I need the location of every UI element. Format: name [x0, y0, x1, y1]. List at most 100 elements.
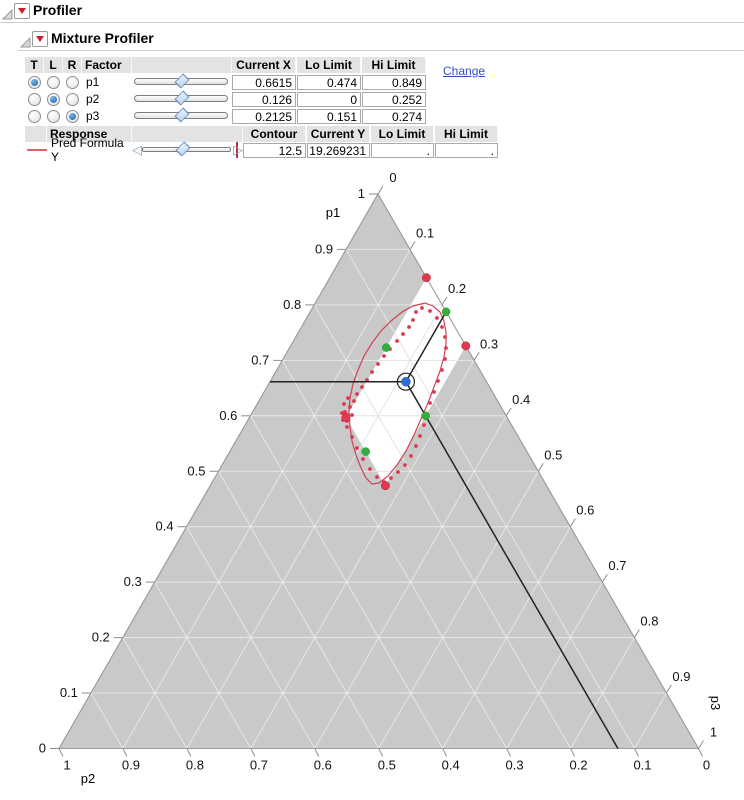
hi-limit-cell-p1[interactable]: 0.849: [362, 74, 426, 90]
svg-text:0.2: 0.2: [448, 281, 466, 296]
factor-slider-p3[interactable]: [132, 107, 232, 124]
response-lo-limit-cell[interactable]: .: [371, 142, 434, 158]
current-point-marker[interactable]: [396, 372, 415, 391]
svg-text:0: 0: [703, 758, 710, 773]
response-row: Pred Formula Y ◁ ▷ 12.5 19.269231 . .: [25, 136, 498, 164]
col-header-resp-hi-limit: Hi Limit: [435, 126, 498, 142]
col-header-hi-limit: Hi Limit: [362, 57, 426, 73]
midpoint-dots: [361, 307, 451, 456]
red-triangle-icon: [18, 8, 26, 14]
hi-limit-cell-p2[interactable]: 0.252: [362, 91, 426, 107]
lo-limit-cell-p1[interactable]: 0.474: [297, 74, 361, 90]
svg-text:0.2: 0.2: [570, 758, 588, 773]
svg-text:0: 0: [39, 741, 46, 756]
svg-text:0.6: 0.6: [576, 503, 594, 518]
disclosure-triangle-icon[interactable]: [19, 35, 31, 48]
svg-text:0.6: 0.6: [314, 758, 332, 773]
factor-name: p1: [86, 75, 100, 89]
red-triangle-icon: [36, 36, 44, 42]
col-header-t: T: [25, 57, 44, 73]
lo-limit-cell-p2[interactable]: 0: [297, 91, 361, 107]
radio-l-p2[interactable]: [47, 92, 60, 106]
red-triangle-menu-button[interactable]: [32, 31, 48, 47]
svg-text:1: 1: [63, 758, 70, 773]
col-header-slider: [132, 57, 232, 73]
svg-text:0.4: 0.4: [442, 758, 460, 773]
svg-text:p3: p3: [708, 696, 723, 710]
col-header-swatch: [25, 126, 47, 142]
radio-t-p2[interactable]: [28, 92, 41, 106]
axis-tick-labels: 0 0 0 0.1 0.1 0.1 0.2 0.2 0.2 0.3 0.3 0.3 0.4 0.4 0.4 0…: [39, 170, 717, 773]
radio-r-p1[interactable]: [66, 75, 79, 89]
factor-row-p2: p2 0.126 0 0.252: [25, 90, 426, 107]
change-limits-link[interactable]: Change: [443, 64, 486, 78]
col-header-factor: Factor: [82, 57, 132, 73]
col-header-current-x: Current X: [232, 57, 296, 73]
svg-text:1: 1: [710, 725, 717, 740]
response-table-header: Response Contour Current Y Lo Limit Hi L…: [25, 126, 498, 142]
response-hi-limit-cell[interactable]: .: [435, 142, 498, 158]
col-header-current-y: Current Y: [307, 126, 370, 142]
radio-t-p1[interactable]: [28, 75, 41, 89]
factor-slider-p2[interactable]: [132, 90, 232, 107]
col-header-response: Response: [47, 126, 132, 142]
contour-value-marker: [236, 142, 239, 158]
slider-right-arrow-icon[interactable]: ▷: [233, 142, 243, 157]
lo-limit-cell-p3[interactable]: 0.151: [297, 108, 361, 124]
svg-text:0.5: 0.5: [187, 463, 205, 478]
factor-table-header: T L R Factor Current X Lo Limit Hi Limit: [25, 57, 426, 73]
svg-text:0.1: 0.1: [416, 225, 434, 240]
vertex-dots: [341, 273, 471, 491]
svg-text:0.1: 0.1: [60, 685, 78, 700]
svg-text:1: 1: [358, 186, 365, 201]
current-x-cell-p2[interactable]: 0.126: [232, 91, 296, 107]
svg-text:0.1: 0.1: [633, 758, 651, 773]
svg-text:0.4: 0.4: [512, 392, 530, 407]
svg-text:0.2: 0.2: [92, 630, 110, 645]
svg-text:0.7: 0.7: [608, 558, 626, 573]
svg-text:0.9: 0.9: [672, 669, 690, 684]
svg-text:0.9: 0.9: [122, 758, 140, 773]
svg-text:0.7: 0.7: [250, 758, 268, 773]
crosshair-lines: [270, 311, 619, 749]
col-header-lo-limit: Lo Limit: [297, 57, 361, 73]
svg-text:0.8: 0.8: [186, 758, 204, 773]
slider-left-arrow-icon[interactable]: ◁: [132, 142, 142, 157]
response-name: Pred Formula Y: [51, 136, 124, 164]
axis-ticks: [50, 185, 704, 757]
col-header-resp-slider: [132, 126, 243, 142]
svg-text:0.3: 0.3: [480, 336, 498, 351]
factor-row-p1: p1 0.6615 0.474 0.849: [25, 73, 426, 90]
gridlines-gray: [90, 248, 667, 749]
red-triangle-menu-button[interactable]: [14, 3, 30, 19]
outline-title: Mixture Profiler: [51, 30, 154, 46]
current-y-cell[interactable]: 19.269231: [307, 142, 370, 158]
svg-text:0.8: 0.8: [283, 297, 301, 312]
factor-row-p3: p3 0.2125 0.151 0.274: [25, 107, 426, 124]
svg-text:0.5: 0.5: [378, 758, 396, 773]
current-x-cell-p1[interactable]: 0.6615: [232, 74, 296, 90]
contour-value-cell[interactable]: 12.5: [243, 142, 306, 158]
svg-text:0.7: 0.7: [251, 352, 269, 367]
radio-l-p1[interactable]: [47, 75, 60, 89]
col-header-contour: Contour: [243, 126, 306, 142]
current-x-cell-p3[interactable]: 0.2125: [232, 108, 296, 124]
col-header-l: L: [44, 57, 63, 73]
radio-r-p3[interactable]: [66, 109, 79, 123]
radio-r-p2[interactable]: [66, 92, 79, 106]
radio-t-p3[interactable]: [28, 109, 41, 123]
disclosure-triangle-icon[interactable]: [1, 7, 13, 20]
axis-name-labels: p1 p2 p3: [81, 205, 723, 786]
hi-limit-cell-p3[interactable]: 0.274: [362, 108, 426, 124]
factor-name: p3: [86, 109, 100, 123]
svg-text:p1: p1: [326, 205, 340, 220]
col-header-resp-lo-limit: Lo Limit: [371, 126, 434, 142]
response-color-swatch: [27, 149, 47, 151]
svg-text:0.3: 0.3: [124, 574, 142, 589]
factor-slider-p1[interactable]: [132, 73, 232, 90]
response-contour-slider[interactable]: ◁ ▷: [132, 141, 243, 158]
radio-l-p3[interactable]: [47, 109, 60, 123]
svg-text:0.3: 0.3: [506, 758, 524, 773]
svg-text:0.9: 0.9: [315, 241, 333, 256]
